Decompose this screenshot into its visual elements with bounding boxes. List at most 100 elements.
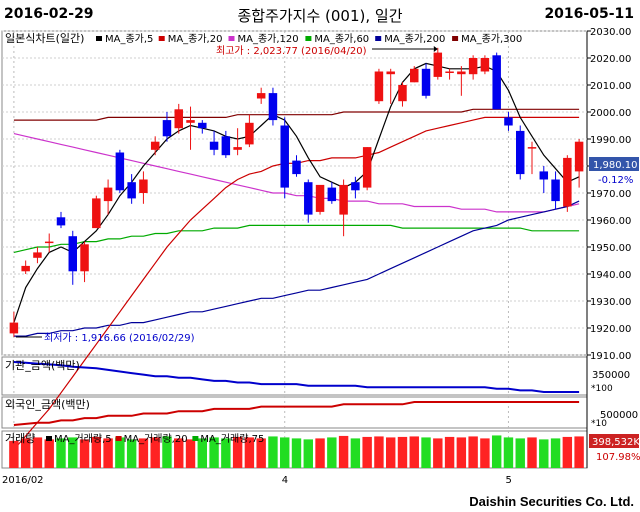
candle-body xyxy=(480,58,490,72)
volume-bar xyxy=(409,436,419,468)
volume-legend-swatch xyxy=(46,436,52,441)
candle-body xyxy=(362,147,372,188)
candle-body xyxy=(115,152,125,191)
candle-body xyxy=(304,182,313,215)
volume-bar xyxy=(362,436,372,468)
candle-body xyxy=(433,52,443,77)
volume-bar xyxy=(456,437,467,468)
volume-bar xyxy=(280,437,290,468)
price-tick-label: 1960.00 xyxy=(590,216,631,227)
volume-bar xyxy=(385,437,396,468)
legend-swatch xyxy=(375,36,382,41)
candle-body xyxy=(574,141,584,172)
price-tick-label: 1990.00 xyxy=(590,135,631,146)
foreign-tick: 500000 xyxy=(600,410,638,421)
candle-body xyxy=(280,125,289,188)
volume-bar xyxy=(338,435,349,468)
candle-body xyxy=(186,120,195,123)
volume-bar xyxy=(468,436,478,468)
volume-bar xyxy=(491,435,502,468)
start-date: 2016-02-29 xyxy=(4,6,94,22)
x-axis-label: 2016/02 xyxy=(2,475,44,486)
volume-bar xyxy=(138,438,149,468)
volume-bar xyxy=(444,436,455,468)
candle-body xyxy=(221,136,231,156)
volume-bar xyxy=(550,438,561,468)
candle-body xyxy=(56,217,66,226)
end-date: 2016-05-11 xyxy=(544,6,634,22)
volume-bar xyxy=(79,439,90,468)
volume-bar xyxy=(397,436,408,468)
institution-unit: *100 xyxy=(591,384,613,394)
volume-label: 거래량 xyxy=(5,432,35,445)
legend-item: MA_종가,5 xyxy=(105,33,153,45)
candle-body xyxy=(44,241,54,244)
ma300-line xyxy=(13,108,580,121)
volume-legend-swatch xyxy=(115,436,122,441)
price-tick-label: 2000.00 xyxy=(590,108,631,119)
legend-item: MA_종가,120 xyxy=(238,33,299,45)
candle-body xyxy=(198,122,207,129)
candle-body xyxy=(563,157,572,207)
volume-legend-item: MA_거래량,5 xyxy=(54,433,112,445)
legend-swatch xyxy=(228,36,235,41)
candle-body xyxy=(315,184,325,212)
x-axis-label: 5 xyxy=(505,475,511,486)
volume-bar xyxy=(174,438,184,468)
change-percent: -0.12% xyxy=(598,175,633,186)
volume-bar xyxy=(32,437,43,468)
volume-legend-swatch xyxy=(192,436,199,441)
chart-header: 2016-02-29 종합주가지수 (001), 일간 2016-05-11 xyxy=(0,0,640,30)
price-tick-label: 2030.00 xyxy=(590,27,631,38)
candle-body xyxy=(374,71,384,102)
volume-bar xyxy=(44,439,54,468)
legend-item: MA_종가,20 xyxy=(168,33,223,45)
legend-item: MA_종가,60 xyxy=(314,33,369,45)
institution-tick: 350000 xyxy=(592,370,630,381)
volume-bar xyxy=(562,436,573,468)
volume-legend-item: MA_거래량,20 xyxy=(124,433,188,445)
candle-body xyxy=(457,71,466,75)
candle-body xyxy=(174,109,183,129)
volume-bar xyxy=(574,436,584,468)
candle-body xyxy=(292,160,301,175)
price-tick-label: 2020.00 xyxy=(590,54,631,65)
current-value-box xyxy=(589,157,639,171)
volume-bar xyxy=(68,437,78,468)
high-annotation: 최고가 : 2,023.77 (2016/04/20) xyxy=(216,45,367,57)
candle-body xyxy=(421,68,431,96)
ma120-line xyxy=(13,133,580,213)
brand-footer: Daishin Securities Co. Ltd. xyxy=(469,494,634,509)
price-tick-label: 1940.00 xyxy=(590,270,631,281)
legend-swatch xyxy=(452,36,459,41)
candle-body xyxy=(492,55,501,110)
candle-body xyxy=(233,147,242,150)
volume-value: 398,532K xyxy=(592,437,640,448)
volume-bar xyxy=(103,438,113,468)
volume-bar xyxy=(268,436,278,468)
high-arrow xyxy=(433,46,438,52)
candle-body xyxy=(209,141,219,150)
price-tick-label: 1950.00 xyxy=(590,243,631,254)
legend-item: MA_종가,200 xyxy=(384,33,445,45)
volume-bar xyxy=(126,439,137,468)
candle-body xyxy=(468,58,478,75)
volume-bar xyxy=(527,437,537,468)
volume-bar xyxy=(56,438,66,468)
price-tick-label: 1970.00 xyxy=(590,189,631,200)
legend-swatch xyxy=(305,36,312,41)
candle-body xyxy=(139,179,148,193)
volume-bar xyxy=(209,437,219,468)
price-tick-label: 2010.00 xyxy=(590,81,631,92)
volume-bar xyxy=(327,437,337,468)
candle-body xyxy=(551,179,560,202)
legend-swatch xyxy=(158,36,165,41)
candle-body xyxy=(515,130,525,175)
candle-body xyxy=(9,322,19,334)
volume-bar xyxy=(91,436,102,468)
candle-body xyxy=(504,117,513,126)
volume-bar xyxy=(162,436,172,468)
volume-bar xyxy=(221,438,231,468)
volume-bar xyxy=(150,437,160,468)
